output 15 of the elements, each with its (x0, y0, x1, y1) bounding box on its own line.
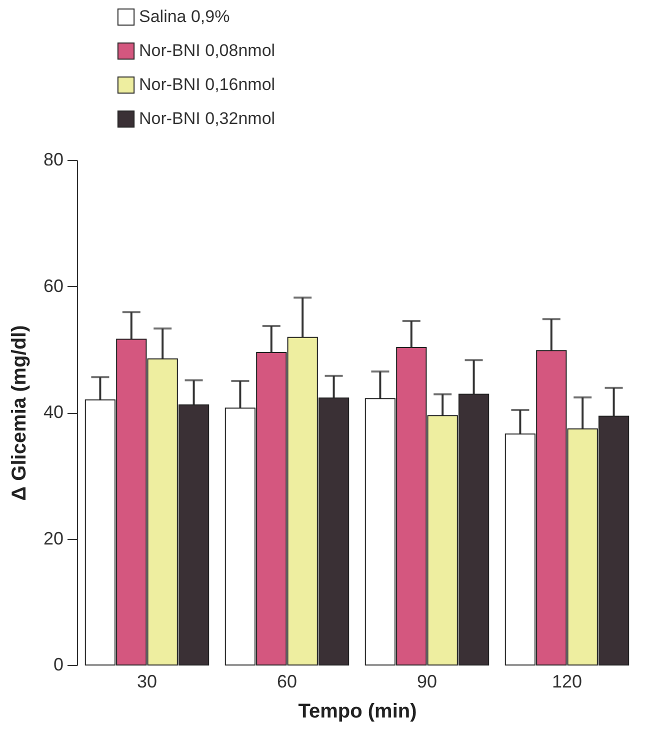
legend-label: Nor-BNI 0,32nmol (139, 109, 276, 128)
y-tick-label: 0 (53, 654, 64, 674)
x-tick-label: 90 (416, 672, 438, 692)
legend-label: Salina 0,9% (139, 7, 230, 26)
y-tick-label: 40 (43, 402, 64, 422)
x-tick-label: 120 (552, 672, 582, 692)
legend-label: Nor-BNI 0,08nmol (139, 41, 276, 60)
y-tick-label: 60 (43, 276, 64, 296)
y-tick-label: 80 (43, 150, 64, 170)
x-tick-label: 30 (136, 672, 158, 692)
legend-label: Nor-BNI 0,16nmol (139, 75, 276, 94)
x-tick-label: 60 (276, 672, 298, 692)
y-axis-title: Δ Glicemia (mg/dl) (8, 325, 30, 501)
y-tick-label: 20 (43, 528, 64, 548)
x-axis-title: Tempo (min) (298, 700, 417, 722)
